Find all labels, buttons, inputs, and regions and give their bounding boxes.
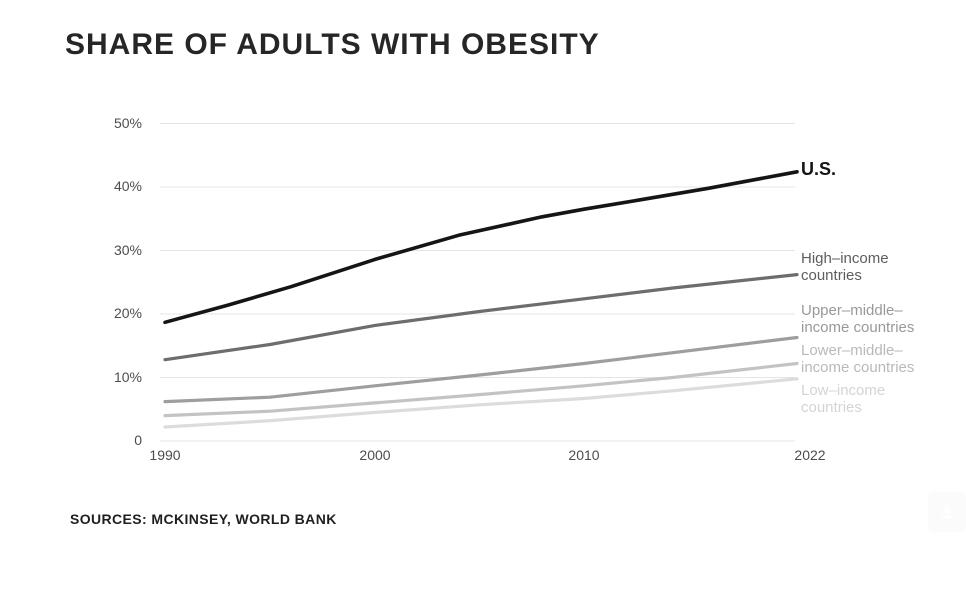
legend-text: countries [801, 398, 862, 416]
legend-label-high-income: High–income countries [801, 250, 889, 285]
legend-label-low-income: Low–income countries [801, 382, 886, 417]
legend-text: Upper–middle– [801, 302, 903, 319]
y-axis-tick-label: 50% [113, 114, 142, 131]
y-axis-tick-label: 10% [113, 368, 142, 385]
y-axis-tick-label: 40% [113, 178, 142, 194]
legend-label-upper-middle-income: Upper–middle– income countries [801, 302, 915, 337]
series-line-high–income [163, 273, 799, 362]
x-axis-tick-label: 1990 [149, 447, 181, 463]
download-button[interactable] [928, 492, 966, 532]
sources-note: SOURCES: MCKINSEY, WORLD BANK [70, 511, 337, 527]
legend-text: countries [801, 266, 862, 284]
legend-text: income countries [801, 318, 915, 336]
y-axis-tick-label: 30% [113, 241, 142, 258]
x-axis-tick-label: 2010 [568, 447, 600, 463]
series-line-lower–middle– [163, 361, 799, 418]
legend-text: Low–income [801, 382, 886, 399]
legend-text: Lower–middle– [801, 342, 903, 359]
legend-label-lower-middle-income: Lower–middle– income countries [801, 342, 915, 377]
series-line-low–income [163, 377, 799, 429]
chart-title: SHARE OF ADULTS WITH OBESITY [65, 28, 600, 61]
legend-text: High–income [801, 250, 889, 267]
y-axis-tick-label: 0 [134, 432, 142, 448]
x-axis-tick-label: 2000 [359, 447, 391, 463]
series-line-us [163, 170, 799, 325]
legend-text: U.S. [801, 159, 837, 179]
legend-label-us: U.S. [801, 159, 836, 179]
series-line-upper–middle– [163, 335, 799, 404]
legend-text: income countries [801, 358, 915, 376]
x-axis-tick-label: 2022 [794, 447, 826, 463]
download-icon [941, 505, 953, 518]
y-axis-tick-label: 20% [113, 305, 142, 321]
